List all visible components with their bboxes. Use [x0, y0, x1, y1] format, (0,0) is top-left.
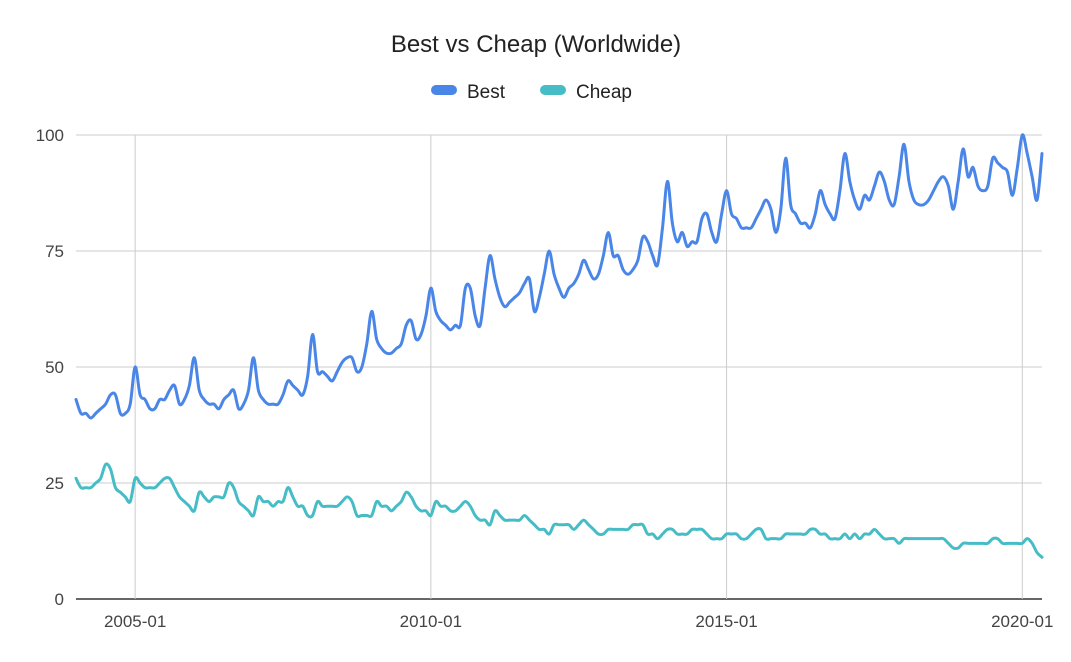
series-layer [74, 133, 1044, 559]
legend: Best Cheap [431, 82, 632, 103]
x-axis-tick-labels: 2005-01 2010-01 2015-01 2020-01 [104, 612, 1054, 631]
legend-swatch-cheap [540, 85, 566, 95]
x-tick-label: 2015-01 [695, 612, 757, 631]
series-line-best[interactable] [74, 133, 1044, 420]
y-gridlines [76, 134, 1042, 600]
y-axis-tick-labels: 0 25 50 75 100 [36, 126, 64, 609]
y-tick-label: 100 [36, 126, 64, 145]
x-tick-label: 2005-01 [104, 612, 166, 631]
series-line-cheap[interactable] [74, 462, 1044, 559]
legend-label-best: Best [467, 82, 506, 103]
y-tick-label: 75 [45, 242, 64, 261]
legend-item-cheap[interactable]: Cheap [540, 82, 632, 103]
legend-label-cheap: Cheap [576, 82, 632, 103]
x-tick-label: 2010-01 [400, 612, 462, 631]
y-tick-label: 50 [45, 358, 64, 377]
legend-swatch-best [431, 85, 457, 95]
chart-title: Best vs Cheap (Worldwide) [391, 31, 681, 58]
y-tick-label: 25 [45, 474, 64, 493]
legend-item-best[interactable]: Best [431, 82, 506, 103]
x-tick-label: 2020-01 [991, 612, 1053, 631]
y-tick-label: 0 [55, 590, 64, 609]
